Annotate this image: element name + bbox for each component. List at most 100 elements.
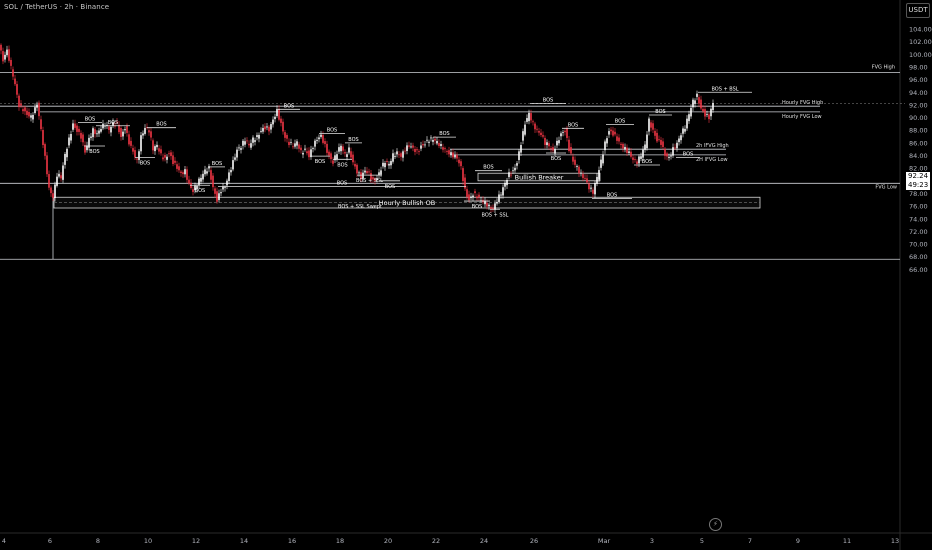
candle-body [312, 148, 314, 149]
level-label: 2H IFVG Low [696, 157, 728, 163]
candle-body [198, 178, 200, 185]
candle-body [620, 143, 622, 145]
candle-body [60, 175, 62, 179]
candle-body [152, 140, 154, 151]
candle-body [514, 167, 516, 171]
candle-body [692, 99, 694, 108]
candle-body [532, 121, 534, 123]
candle-body [56, 176, 58, 186]
candle-body [274, 116, 276, 120]
candle-body [458, 159, 460, 164]
candle-body [368, 171, 370, 173]
candle-body [252, 137, 254, 143]
candle-body [462, 168, 464, 182]
candle-body [594, 183, 596, 195]
candle-body [578, 166, 580, 174]
candle-body [600, 159, 602, 168]
candle-body [478, 194, 480, 198]
candle-body [266, 126, 268, 128]
candle-body [182, 172, 184, 175]
x-tick-label: 7 [748, 537, 752, 545]
candle-body [374, 178, 376, 181]
lightning-icon[interactable]: ⚡ [709, 518, 722, 531]
bos-label: BOS + SSL [356, 178, 383, 184]
candle-body [134, 150, 136, 158]
bos-label: BOS + BSL [711, 86, 738, 92]
candle-body [350, 151, 352, 158]
candle-body [118, 124, 120, 133]
candle-body [232, 160, 234, 170]
candle-body [40, 119, 42, 130]
x-tick-label: 3 [650, 537, 654, 545]
candle-body [126, 125, 128, 133]
candle-body [566, 128, 568, 138]
candle-body [644, 144, 646, 150]
candle-body [300, 147, 302, 151]
candle-body [696, 93, 698, 97]
candle-body [334, 155, 336, 161]
candle-body [486, 202, 488, 207]
candle-body [442, 147, 444, 150]
candle-body [166, 156, 168, 160]
candle-body [452, 152, 454, 158]
x-tick-label: 18 [336, 537, 344, 545]
candle-body [552, 147, 554, 151]
candle-body [630, 151, 632, 157]
candle-body [76, 125, 78, 132]
candle-body [90, 136, 92, 138]
candle-body [624, 146, 626, 150]
candle-body [8, 49, 10, 61]
candle-body [354, 164, 356, 167]
candle-body [314, 140, 316, 147]
candle-body [512, 170, 514, 172]
candle-body [164, 154, 166, 158]
candle-body [46, 155, 48, 175]
candle-body [210, 170, 212, 180]
candle-body [48, 174, 50, 188]
bos-label: BOS [551, 156, 561, 162]
candle-body [470, 196, 472, 198]
candle-body [582, 174, 584, 178]
candle-body [186, 169, 188, 180]
bos-label: BOS [655, 109, 665, 115]
candle-body [6, 49, 8, 56]
candle-body [292, 146, 294, 148]
candle-body [524, 124, 526, 135]
candle-body [424, 144, 426, 146]
candle-body [518, 151, 520, 161]
candle-body [558, 140, 560, 144]
candle-body [304, 148, 306, 150]
candle-body [530, 113, 532, 121]
candle-body [254, 140, 256, 142]
candle-body [702, 108, 704, 112]
currency-button[interactable]: USDT [906, 3, 930, 18]
candle-body [652, 123, 654, 130]
candle-body [222, 186, 224, 190]
candle-body [640, 156, 642, 159]
x-tick-label: 12 [192, 537, 200, 545]
candle-body [178, 166, 180, 171]
x-tick-label: 8 [96, 537, 100, 545]
candle-body [500, 194, 502, 196]
candle-body [376, 178, 378, 180]
zone-sublabel: BOS + SSL Swept [338, 204, 382, 210]
candle-body [668, 156, 670, 158]
candle-body [636, 161, 638, 165]
bos-label: BOS [212, 161, 222, 167]
x-tick-label: 10 [144, 537, 152, 545]
candle-body [286, 135, 288, 139]
candle-body [88, 137, 90, 148]
y-tick-label: 94.00 [909, 89, 928, 97]
y-tick-label: 86.00 [909, 139, 928, 147]
candle-body [396, 151, 398, 155]
level-label: 2h IFVG High [696, 143, 729, 149]
candle-body [384, 162, 386, 168]
candle-body [94, 129, 96, 134]
candle-body [438, 142, 440, 147]
candle-body [468, 194, 470, 201]
candle-body [510, 174, 512, 176]
candle-body [590, 187, 592, 189]
candle-body [320, 134, 322, 137]
candle-body [686, 118, 688, 129]
